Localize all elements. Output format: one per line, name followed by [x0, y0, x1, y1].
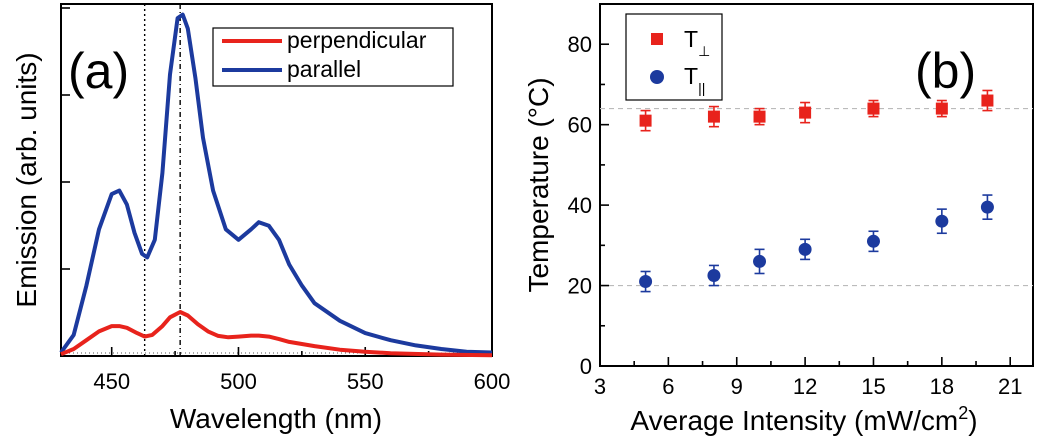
- y-tick-label: 20: [568, 274, 592, 299]
- x-tick-label: 6: [662, 374, 674, 399]
- legend-label-t-perp-sub: ⊥: [698, 43, 710, 59]
- data-point-t-par: [753, 254, 767, 268]
- x-tick-label: 3: [594, 374, 606, 399]
- data-point-t-par: [935, 214, 949, 228]
- panel-b-x-axis-label-main: Average Intensity (mW/cm: [630, 405, 958, 436]
- data-point-t-perp: [867, 102, 880, 115]
- x-tick-label: 500: [220, 369, 257, 394]
- data-point-t-perp: [981, 94, 994, 107]
- legend-label-t-par-sub: ||: [698, 80, 705, 96]
- panel-b-legend-box: [625, 13, 723, 101]
- panel-a-legend: perpendicular parallel: [212, 27, 454, 87]
- panel-a: 450 500 550 600 (a) Wavelength (nm) Emissio…: [11, 3, 511, 434]
- legend-label-t-perp-main: T: [684, 26, 698, 52]
- y-tick-label: 40: [568, 193, 592, 218]
- data-point-t-par: [798, 242, 812, 256]
- x-tick-label: 12: [793, 374, 817, 399]
- panel-b-label: (b): [915, 43, 976, 99]
- x-tick-label: 600: [474, 369, 511, 394]
- panel-a-y-axis-label: Emission (arb. units): [11, 52, 42, 307]
- data-point-t-par: [980, 200, 994, 214]
- legend-label-t-par-main: T: [684, 63, 698, 89]
- x-tick-label: 450: [93, 369, 130, 394]
- legend-label-t-perp: T⊥: [684, 26, 710, 59]
- legend-marker-circle: [650, 70, 664, 84]
- data-point-t-par: [866, 234, 880, 248]
- y-tick-label: 80: [568, 32, 592, 57]
- legend-label-t-par: T||: [684, 63, 705, 96]
- x-tick-label: 15: [861, 374, 885, 399]
- legend-marker-square: [651, 33, 663, 45]
- data-point-t-perp: [799, 106, 812, 119]
- series-line-parallel: [59, 12, 493, 355]
- panel-a-plot-frame: [60, 3, 493, 357]
- panel-a-legend-box: [212, 27, 454, 87]
- data-point-t-par: [707, 269, 721, 282]
- panel-b-legend: T⊥ T||: [625, 13, 723, 101]
- data-point-t-par: [639, 275, 653, 289]
- series-line-perpendicular: [60, 310, 493, 358]
- panel-b-x-axis-label: Average Intensity (mW/cm2): [630, 403, 977, 436]
- data-point-t-perp: [935, 102, 948, 115]
- data-point-t-perp: [707, 110, 720, 123]
- panel-b-x-axis-label-sup: 2: [958, 403, 968, 423]
- y-tick-label: 0: [580, 354, 592, 379]
- x-tick-label: 21: [998, 374, 1022, 399]
- x-tick-label: 550: [347, 369, 384, 394]
- panel-b: 3 6 9 12 15 18 21 0 20 40 60 80 (b) Average Intensi…: [523, 3, 1034, 436]
- panel-b-plot-frame: [599, 3, 1034, 367]
- panel-b-y-axis-label: Temperature (°C): [523, 77, 554, 292]
- y-tick-label: 60: [568, 113, 592, 138]
- panel-a-label: (a): [68, 43, 129, 99]
- legend-label-parallel: parallel: [287, 56, 361, 82]
- data-point-t-perp: [639, 114, 652, 127]
- x-tick-label: 18: [930, 374, 954, 399]
- x-tick-label: 9: [731, 374, 743, 399]
- legend-label-perpendicular: perpendicular: [287, 27, 427, 53]
- data-point-t-perp: [753, 110, 766, 123]
- panel-b-x-axis-label-suffix: ): [968, 405, 977, 436]
- panel-a-x-axis-label: Wavelength (nm): [170, 403, 382, 434]
